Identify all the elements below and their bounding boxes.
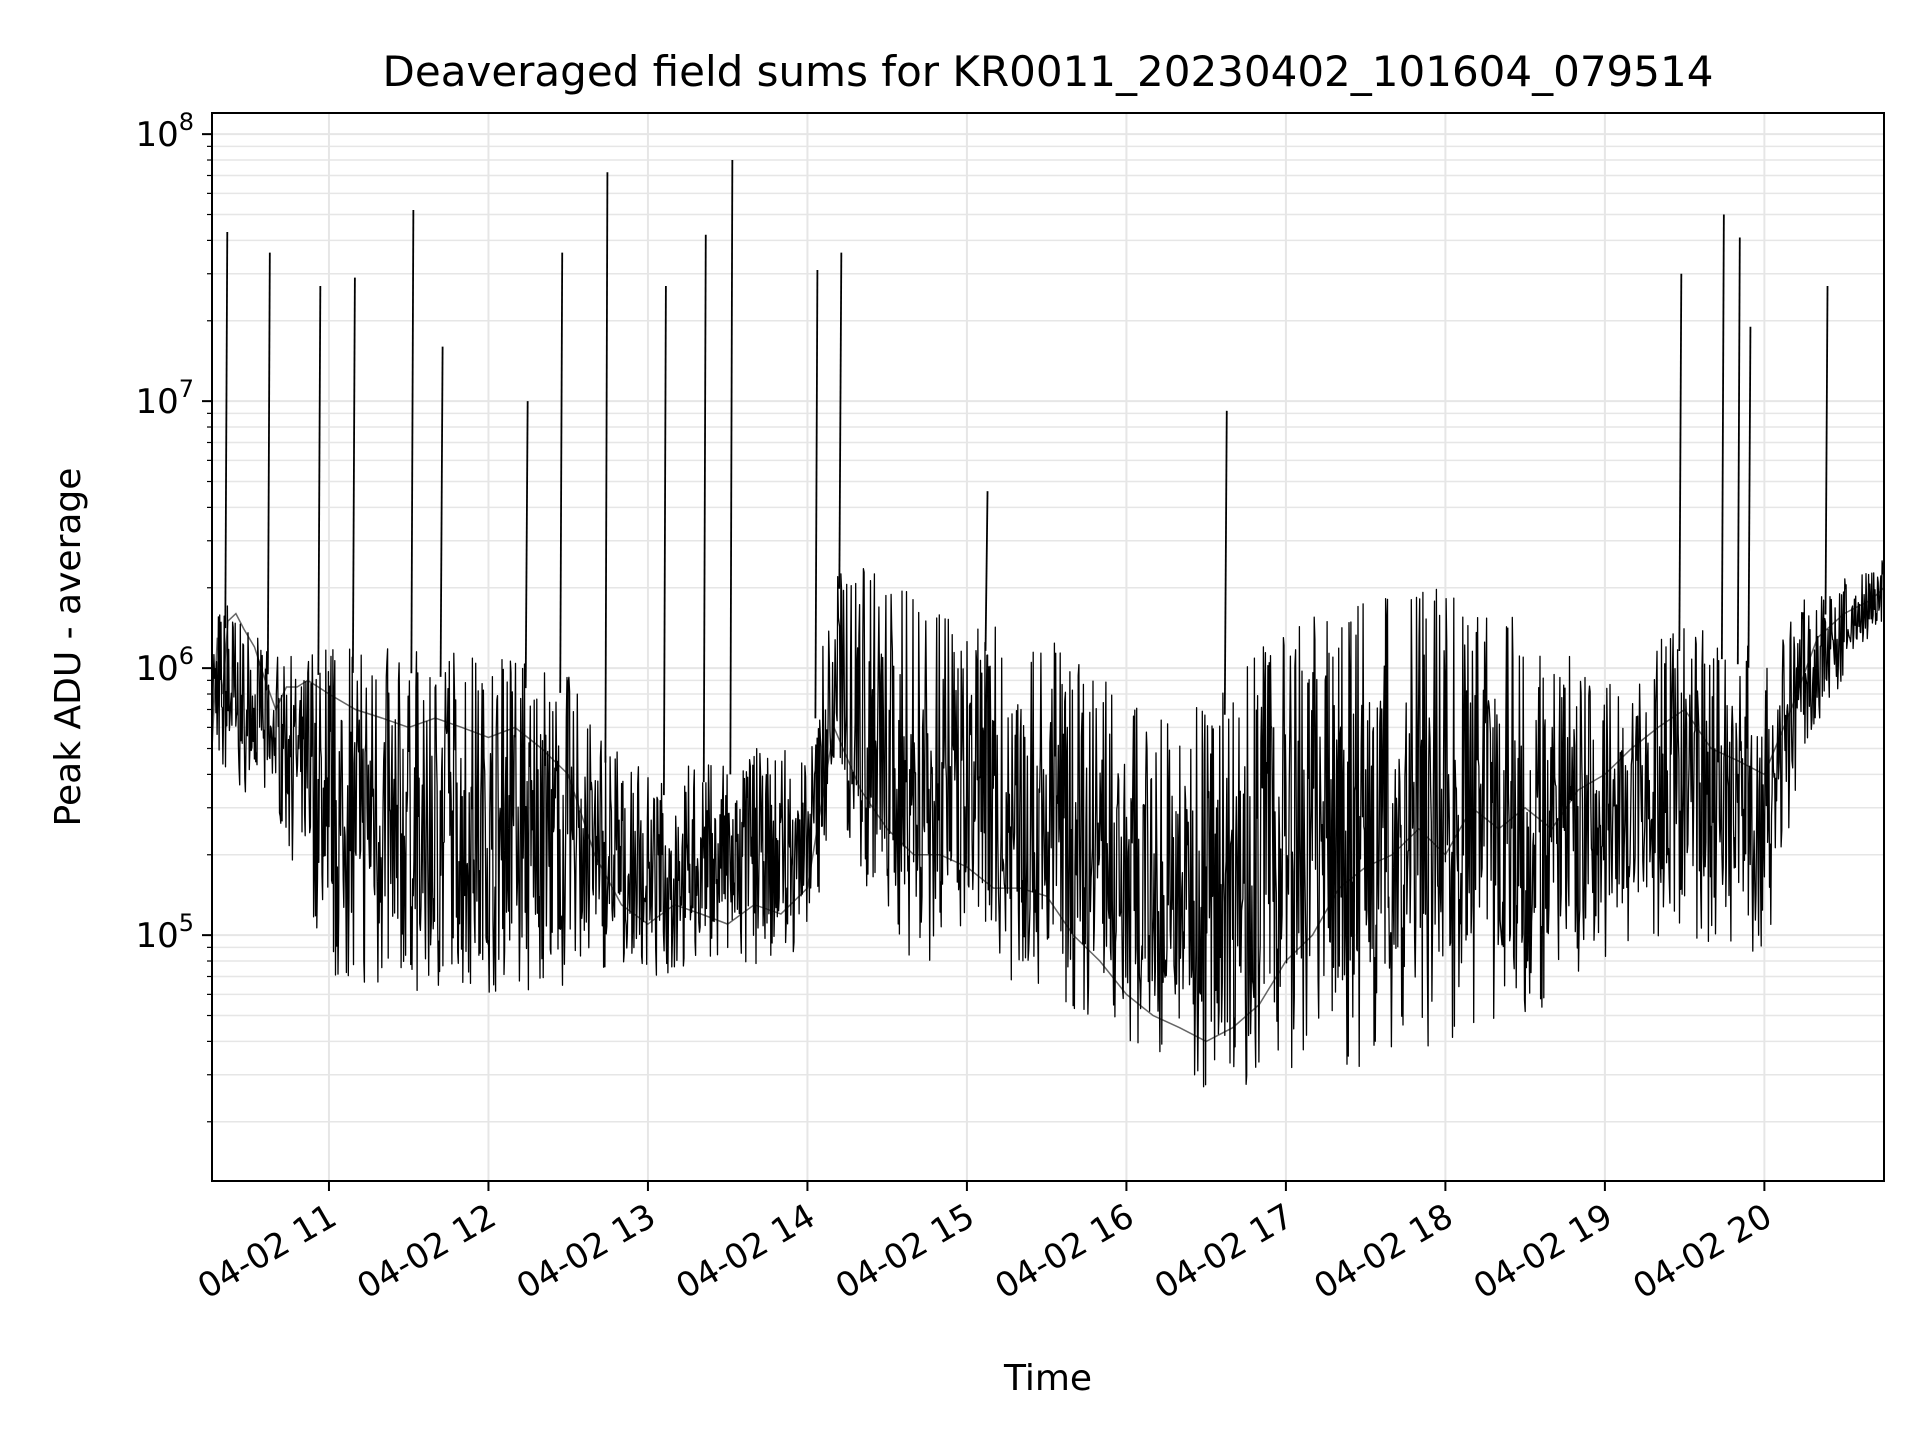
spike-mark [224,232,229,629]
spike-mark [559,252,564,693]
chart-title: Deaveraged field sums for KR0011_2023040… [383,47,1714,96]
y-tick-label: 107 [135,375,194,422]
x-axis-label: Time [1003,1358,1092,1399]
spike-mark [729,160,734,775]
y-tick-label: 106 [135,642,194,689]
spike-mark [814,269,819,719]
spike-mark [662,285,667,796]
spike-mark [524,401,529,689]
spike-mark [604,172,609,763]
spike-mark [266,252,271,675]
spike-mark [984,491,989,651]
spike-mark [1720,214,1725,660]
y-tick-label: 105 [135,909,194,956]
spike-mark [317,285,322,675]
series-line [211,587,1885,1043]
signal-noise-line [211,560,1885,1088]
spike-mark [1824,285,1829,615]
spike-mark [1223,410,1228,715]
y-axis-label: Peak ADU - average [48,468,89,827]
spike-mark [838,252,843,589]
spike-mark [1736,237,1741,665]
spike-mark [410,209,415,674]
plot-frame [211,112,1885,1182]
spike-mark [1678,273,1683,651]
data-layer [211,160,1885,1088]
y-tick-label: 108 [135,108,194,155]
spike-mark [439,346,444,677]
spike-mark [1747,326,1752,668]
spike-mark [702,234,707,783]
spike-mark [351,277,356,673]
